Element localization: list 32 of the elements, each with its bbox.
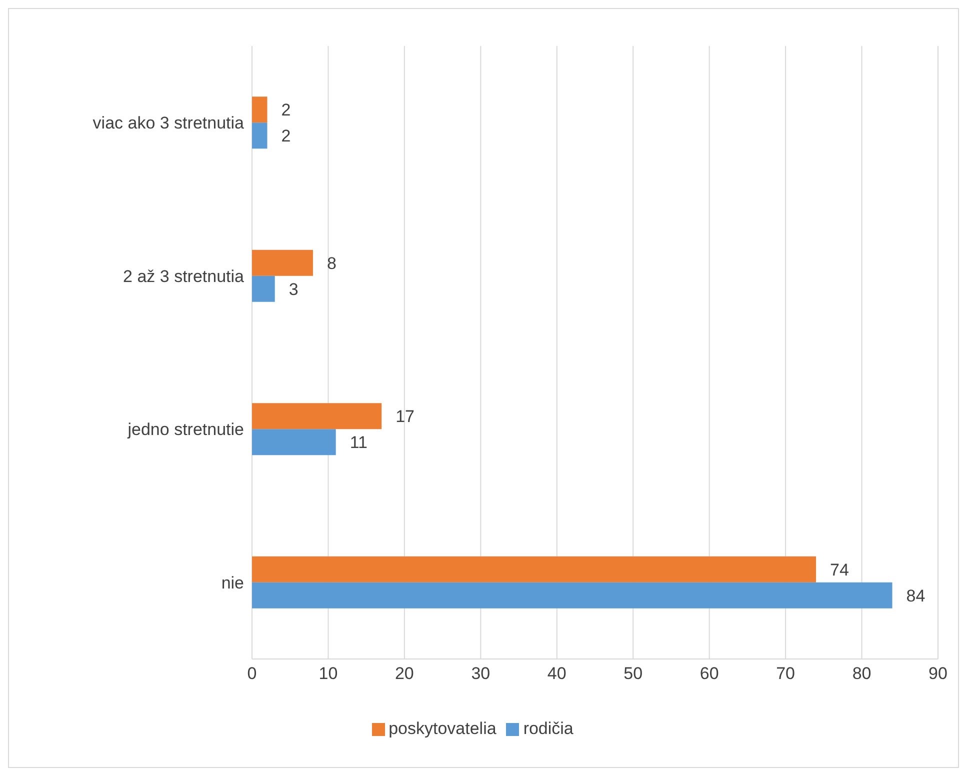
bar [252, 556, 816, 582]
data-label: 2 [281, 126, 291, 146]
data-label: 17 [396, 407, 414, 426]
x-tick-label: 50 [624, 664, 643, 684]
data-label: 2 [281, 100, 291, 120]
x-tick-label: 60 [700, 664, 719, 684]
data-label: 84 [906, 586, 926, 606]
data-label: 3 [288, 280, 298, 299]
bar [252, 429, 336, 456]
x-tick-label: 30 [471, 664, 490, 684]
x-tick-label: 80 [852, 664, 872, 684]
bar [252, 403, 382, 430]
data-label: 74 [830, 560, 849, 580]
bar [252, 122, 268, 149]
y-tick-label: viac ako 3 stretnutia [92, 114, 245, 133]
legend-label: poskytovatelia [388, 719, 496, 738]
x-tick-label: 20 [394, 664, 414, 684]
data-label: 8 [326, 254, 336, 273]
bar [252, 250, 313, 276]
y-tick-label: 2 až 3 stretnutia [123, 266, 245, 286]
x-tick-label: 90 [928, 664, 948, 684]
legend-label: rodičia [523, 719, 574, 738]
y-tick-label: jedno stretnutie [126, 420, 244, 440]
bar [252, 96, 268, 123]
x-tick-label: 70 [776, 664, 796, 684]
bar [252, 582, 892, 608]
bar [252, 276, 275, 302]
data-label: 11 [350, 433, 368, 452]
x-tick-label: 10 [318, 664, 338, 684]
x-tick-label: 40 [547, 664, 566, 684]
y-tick-label: nie [221, 573, 244, 592]
x-tick-label: 0 [247, 664, 257, 684]
